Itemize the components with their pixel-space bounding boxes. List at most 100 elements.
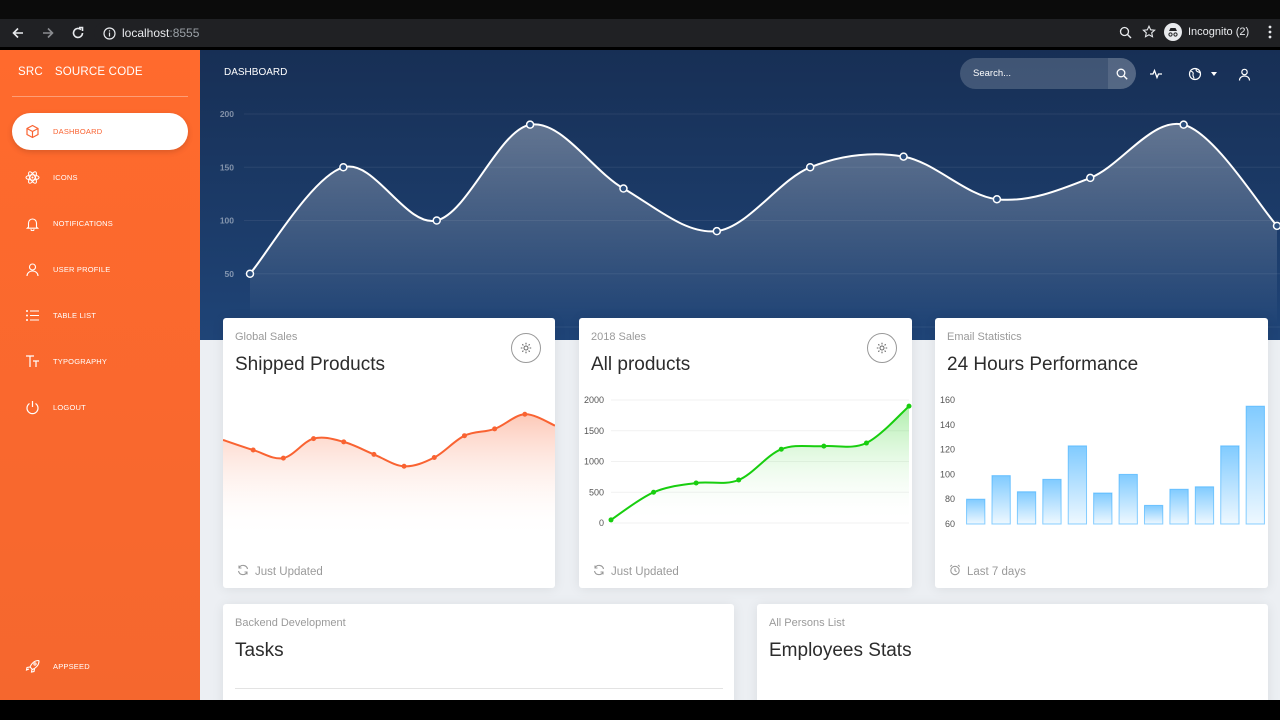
card-category: All Persons List — [769, 617, 845, 629]
gear-icon[interactable] — [867, 333, 897, 363]
site-info-icon[interactable] — [98, 26, 120, 40]
data-point — [821, 443, 827, 449]
card-24-hours-performance: Email Statistics 24 Hours Performance 60… — [935, 318, 1268, 588]
sidebar-item-typography[interactable]: Typography — [12, 343, 188, 380]
card-tasks: Backend Development Tasks — [223, 604, 734, 700]
bar — [1143, 504, 1164, 525]
card-all-products: 2018 Sales All products 0 500 1000 1500 2000… — [579, 318, 912, 588]
sidebar-item-appseed[interactable]: Appseed — [12, 648, 188, 685]
sidebar-item-table-list[interactable]: Table List — [12, 297, 188, 334]
sidebar-item-dashboard[interactable]: Dashboard — [12, 113, 188, 150]
forward-icon[interactable] — [36, 21, 60, 45]
bar — [1245, 405, 1265, 525]
search-icon[interactable] — [1108, 58, 1136, 89]
sidebar-item-label: Typography — [53, 357, 108, 366]
incognito-label: Incognito (2) — [1188, 26, 1250, 38]
rocket-icon — [23, 658, 41, 676]
url-host: localhost — [122, 26, 170, 40]
brand[interactable]: SRC SOURCE CODE — [18, 66, 143, 78]
card-footer-text: Just Updated — [611, 565, 679, 578]
data-point — [525, 120, 535, 129]
card-title: Tasks — [235, 640, 284, 661]
dropdown-caret-icon[interactable] — [1206, 66, 1222, 82]
data-point — [1179, 120, 1188, 129]
data-point — [401, 463, 407, 469]
window-top-bar — [0, 0, 1280, 19]
power-icon — [23, 399, 41, 417]
card-title: All products — [591, 354, 691, 375]
sidebar-item-notifications[interactable]: Notifications — [12, 205, 188, 242]
sidebar-item-label: Logout — [53, 403, 86, 412]
y-tick-label: 60 — [945, 519, 955, 529]
bar — [966, 498, 986, 525]
card-footer-text: Last 7 days — [967, 565, 1026, 578]
alarm-icon — [949, 564, 961, 579]
data-point — [341, 439, 347, 445]
series-line — [249, 122, 1278, 275]
header-panel: DASHBOARD 050100150200JANFEB — [200, 50, 1280, 340]
data-point — [712, 226, 722, 236]
sidebar-item-user-profile[interactable]: User Profile — [12, 251, 188, 288]
data-point — [805, 163, 815, 172]
sidebar-item-label: Notifications — [53, 219, 113, 228]
text-icon — [23, 353, 41, 371]
page-title: DASHBOARD — [224, 67, 288, 78]
user-icon — [23, 261, 41, 279]
data-point — [245, 269, 255, 278]
refresh-icon — [237, 564, 249, 579]
back-icon[interactable] — [6, 21, 30, 45]
bar — [1016, 491, 1037, 525]
data-point — [339, 163, 348, 172]
browser-toolbar: localhost:8555 Incognito (2) — [0, 19, 1280, 47]
bar — [1042, 478, 1062, 525]
user-account-icon[interactable] — [1236, 66, 1252, 82]
address-bar[interactable]: localhost:8555 — [94, 22, 1156, 44]
sidebar-item-label: Appseed — [53, 662, 90, 671]
card-title: 24 Hours Performance — [947, 354, 1139, 375]
browser-menu-icon[interactable] — [1268, 25, 1272, 42]
sidebar-item-label: Icons — [53, 173, 78, 182]
brand-logo-text: SRC — [18, 66, 43, 78]
data-point — [906, 403, 912, 409]
bookmark-star-icon[interactable] — [1142, 24, 1156, 42]
data-point — [432, 216, 441, 225]
card-footer-text: Just Updated — [255, 565, 323, 578]
y-tick-label: 2000 — [584, 395, 604, 405]
brand-name: SOURCE CODE — [54, 66, 143, 78]
sidebar-item-label: User Profile — [53, 265, 111, 274]
window-bottom-bar — [0, 700, 1280, 720]
gear-icon[interactable] — [511, 333, 541, 363]
reload-icon[interactable] — [66, 21, 90, 45]
y-tick-label: 0 — [599, 518, 604, 528]
search-input[interactable] — [960, 58, 1110, 89]
data-point — [736, 477, 742, 483]
sidebar-divider — [12, 96, 188, 97]
card-category: 2018 Sales — [591, 331, 647, 343]
sidebar-item-logout[interactable]: Logout — [12, 389, 188, 426]
data-point — [431, 454, 437, 460]
y-tick-label: 500 — [589, 487, 604, 497]
y-tick-label: 150 — [220, 162, 234, 172]
data-point — [280, 455, 286, 461]
area-fill — [250, 123, 1277, 327]
zoom-icon[interactable] — [1119, 26, 1132, 42]
data-point — [651, 489, 657, 495]
performance-bar-chart: 60 80 100 120 140 160 — [940, 395, 1265, 529]
card-shipped-products: Global Sales Shipped Products Just Updat… — [223, 318, 555, 588]
data-point — [461, 433, 467, 439]
url-port: :8555 — [169, 26, 200, 40]
refresh-icon — [593, 564, 605, 579]
activity-icon[interactable] — [1148, 66, 1164, 82]
incognito-indicator[interactable]: Incognito (2) — [1164, 23, 1249, 41]
sidebar-item-icons[interactable]: Icons — [12, 159, 188, 196]
sidebar: SRC SOURCE CODE Dashboard Icons Notifica… — [0, 50, 200, 700]
bar — [1067, 445, 1088, 525]
data-point — [778, 446, 784, 452]
card-footer: Just Updated — [593, 564, 679, 579]
data-point — [492, 426, 498, 432]
globe-icon[interactable] — [1187, 66, 1203, 82]
y-tick-label: 80 — [945, 494, 955, 504]
area-fill — [223, 414, 555, 538]
card-category: Global Sales — [235, 331, 298, 343]
all-products-chart: 0 500 1000 1500 2000 — [584, 395, 912, 528]
